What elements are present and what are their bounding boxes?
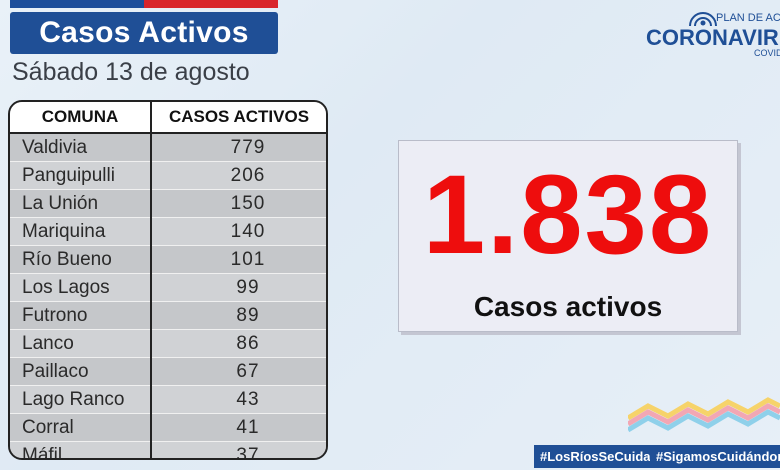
casos-cell: 101 [151,245,326,274]
cases-table: COMUNA CASOS ACTIVOS Valdivia 779 Panguip… [8,100,328,460]
table-row: Los Lagos 99 [10,273,326,302]
casos-cell: 140 [151,217,326,246]
sun-emblem-icon [689,12,717,26]
comuna-cell: Valdivia [10,133,152,162]
logo-name-text: CORONAVIRU [646,25,780,50]
casos-cell: 99 [151,273,326,302]
date-subtitle: Sábado 13 de agosto [12,58,250,86]
table-row: Lanco 86 [10,329,326,358]
region-waves-graphic [628,397,780,433]
table-row: Panguipulli 206 [10,161,326,190]
hashtag-sigamos: #SigamosCuidándon [650,445,780,468]
casos-cell: 67 [151,357,326,386]
hashtag-los-rios: #LosRíosSeCuida [534,445,658,468]
flag-stripe-blue [10,0,144,8]
comuna-cell: Panguipulli [10,161,152,190]
logo-sub-text: COVID [754,48,780,58]
table-row: Río Bueno 101 [10,245,326,274]
page-title: Casos Activos [10,12,278,54]
table-row: Paillaco 67 [10,357,326,386]
column-header-casos: CASOS ACTIVOS [151,102,326,134]
table-row: Corral 41 [10,413,326,442]
flag-stripe [10,0,278,8]
table-row: Lago Ranco 43 [10,385,326,414]
table-row: Máfil 37 [10,441,326,458]
comuna-cell: Mariquina [10,217,152,246]
comuna-cell: La Unión [10,189,152,218]
comuna-cell: Lago Ranco [10,385,152,414]
comuna-cell: Paillaco [10,357,152,386]
table-row: Futrono 89 [10,301,326,330]
casos-cell: 779 [151,133,326,162]
comuna-cell: Corral [10,413,152,442]
flag-stripe-red [144,0,278,8]
casos-cell: 86 [151,329,326,358]
table-row: La Unión 150 [10,189,326,218]
table-header-row: COMUNA CASOS ACTIVOS [10,102,326,134]
comuna-cell: Los Lagos [10,273,152,302]
comuna-cell: Futrono [10,301,152,330]
casos-cell: 43 [151,385,326,414]
column-header-comuna: COMUNA [10,102,152,134]
comuna-cell: Máfil [10,441,152,458]
casos-cell: 41 [151,413,326,442]
comuna-cell: Río Bueno [10,245,152,274]
coronavirus-plan-logo: PLAN DE ACCIÓ CORONAVIRU COVID [646,8,780,58]
casos-cell: 89 [151,301,326,330]
logo-plan-text: PLAN DE ACCIÓ [716,12,780,24]
casos-cell: 37 [151,441,326,458]
total-cases-number: 1.838 [422,152,714,277]
total-cases-card: 1.838 Casos activos [398,140,738,332]
table-row: Valdivia 779 [10,133,326,162]
comuna-cell: Lanco [10,329,152,358]
table-row: Mariquina 140 [10,217,326,246]
total-cases-label: Casos activos [473,291,663,322]
casos-cell: 206 [151,161,326,190]
casos-cell: 150 [151,189,326,218]
